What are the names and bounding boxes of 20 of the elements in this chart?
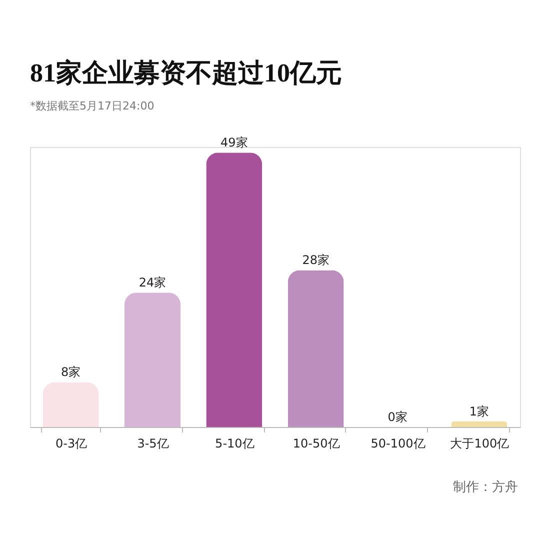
data-label: 28家	[302, 253, 330, 268]
bar	[288, 270, 344, 427]
bar	[124, 292, 180, 427]
bar	[42, 382, 99, 427]
text: 制作：方舟	[453, 479, 518, 495]
x-tick-label: 大于100亿	[450, 436, 510, 450]
data-label: 24家	[138, 276, 166, 290]
data-label: 1家	[469, 404, 489, 418]
bar	[451, 421, 508, 427]
x-tick-label: 0-3亿	[56, 436, 88, 450]
data-label: 0家	[388, 410, 408, 424]
x-tick-label: 10-50亿	[292, 436, 340, 450]
chart-subtitle: *数据截至5月17日24:00	[30, 100, 154, 113]
bar	[206, 152, 262, 427]
x-tick-label: 50-100亿	[370, 436, 426, 450]
x-tick-label: 3-5亿	[137, 436, 169, 450]
chart-title: 81家企业募资不超过10亿元	[30, 58, 342, 88]
x-tick-label: 5-10亿	[215, 436, 254, 450]
data-label: 49家	[220, 136, 248, 150]
data-label: 8家	[61, 365, 81, 380]
